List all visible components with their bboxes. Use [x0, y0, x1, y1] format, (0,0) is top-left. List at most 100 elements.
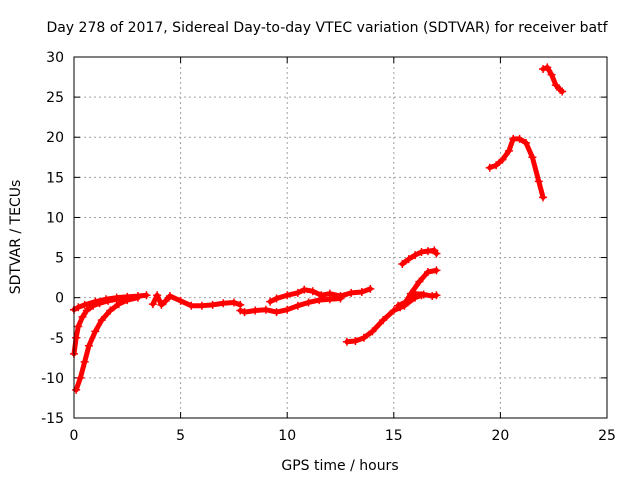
- data-point: [419, 290, 428, 299]
- data-point: [114, 300, 123, 309]
- data-point: [89, 301, 98, 310]
- y-tick-label: 0: [55, 291, 64, 307]
- data-point: [91, 327, 100, 336]
- data-point: [432, 291, 441, 300]
- data-point: [396, 303, 405, 312]
- data-point: [78, 312, 87, 321]
- data-point: [411, 251, 420, 260]
- data-point: [317, 291, 326, 300]
- data-point: [534, 177, 543, 186]
- series-trace: [73, 295, 141, 393]
- data-point: [176, 296, 185, 305]
- axis-ticks: 0 5 10 15 20 25 -15 -10 -5 0 5 10 15 20 25 30: [41, 50, 616, 444]
- x-axis-label: GPS time / hours: [281, 458, 398, 474]
- data-point: [547, 70, 556, 79]
- data-point: [368, 327, 377, 336]
- data-point: [84, 341, 93, 350]
- data-point: [161, 296, 170, 305]
- data-point: [240, 308, 249, 317]
- data-points: [70, 63, 567, 394]
- data-point: [187, 301, 196, 310]
- data-point: [423, 247, 432, 256]
- series-arc-5: [236, 294, 345, 317]
- data-point: [157, 300, 166, 309]
- series-trace: [397, 267, 439, 310]
- data-point: [351, 336, 360, 345]
- data-point: [72, 333, 81, 342]
- grid-lines: [74, 57, 607, 418]
- data-point: [357, 288, 366, 297]
- data-point: [342, 337, 351, 346]
- data-point: [293, 301, 302, 310]
- data-point: [432, 249, 441, 258]
- data-point: [219, 299, 228, 308]
- data-point: [539, 65, 548, 74]
- data-point: [165, 292, 174, 301]
- x-tick-label: 15: [385, 428, 403, 444]
- data-point: [485, 163, 494, 172]
- y-axis-label: SDTVAR / TECUs: [8, 180, 24, 295]
- data-point: [558, 87, 567, 96]
- data-point: [336, 292, 345, 301]
- data-point: [400, 300, 409, 309]
- data-point: [106, 306, 115, 315]
- data-point: [406, 289, 415, 298]
- y-tick-label: 30: [46, 50, 64, 66]
- data-point: [366, 284, 375, 293]
- data-point: [543, 63, 552, 72]
- x-tick-label: 0: [70, 428, 79, 444]
- series-arc-4: [148, 291, 245, 310]
- x-tick-label: 10: [278, 428, 296, 444]
- data-point: [423, 267, 432, 276]
- data-point: [515, 134, 524, 143]
- series-arc-10: [398, 246, 441, 268]
- data-point: [251, 306, 260, 315]
- series-arc-6: [266, 284, 375, 306]
- data-point: [293, 288, 302, 297]
- data-point: [72, 385, 81, 394]
- y-tick-label: 15: [46, 170, 64, 186]
- data-point: [197, 301, 206, 310]
- data-point: [432, 266, 441, 275]
- y-tick-label: 5: [55, 251, 64, 267]
- data-point: [153, 291, 162, 300]
- data-point: [498, 155, 507, 164]
- y-tick-label: 20: [46, 130, 64, 146]
- data-point: [528, 153, 537, 162]
- plot-frame: [73, 56, 608, 419]
- data-point: [415, 277, 424, 286]
- data-point: [123, 296, 132, 305]
- data-point: [539, 193, 548, 202]
- data-point: [272, 308, 281, 317]
- data-point: [428, 292, 437, 301]
- data-point: [304, 298, 313, 307]
- series-arc-3: [72, 293, 142, 394]
- data-point: [389, 306, 398, 315]
- data-point: [308, 287, 317, 296]
- series-arc-11: [485, 134, 548, 202]
- data-point: [492, 161, 501, 170]
- data-point: [347, 288, 356, 297]
- data-point: [521, 138, 530, 147]
- data-point: [74, 322, 83, 331]
- y-tick-label: -15: [41, 411, 64, 427]
- y-tick-label: 25: [46, 90, 64, 106]
- series-arc-12: [539, 63, 567, 96]
- y-tick-label: -10: [41, 371, 64, 387]
- data-point: [76, 373, 85, 382]
- chart-title: Day 278 of 2017, Sidereal Day-to-day VTE…: [46, 20, 608, 36]
- data-point: [104, 296, 113, 305]
- data-point: [379, 316, 388, 325]
- x-tick-label: 25: [598, 428, 616, 444]
- series-trace: [487, 136, 546, 200]
- y-tick-label: 10: [46, 210, 64, 226]
- data-point: [283, 291, 292, 300]
- series-trace: [71, 295, 130, 357]
- data-point: [325, 289, 334, 298]
- data-point: [236, 306, 245, 315]
- data-point: [97, 316, 106, 325]
- series-arc-9: [396, 266, 441, 312]
- data-point: [315, 296, 324, 305]
- x-tick-label: 20: [491, 428, 509, 444]
- data-point: [504, 146, 513, 155]
